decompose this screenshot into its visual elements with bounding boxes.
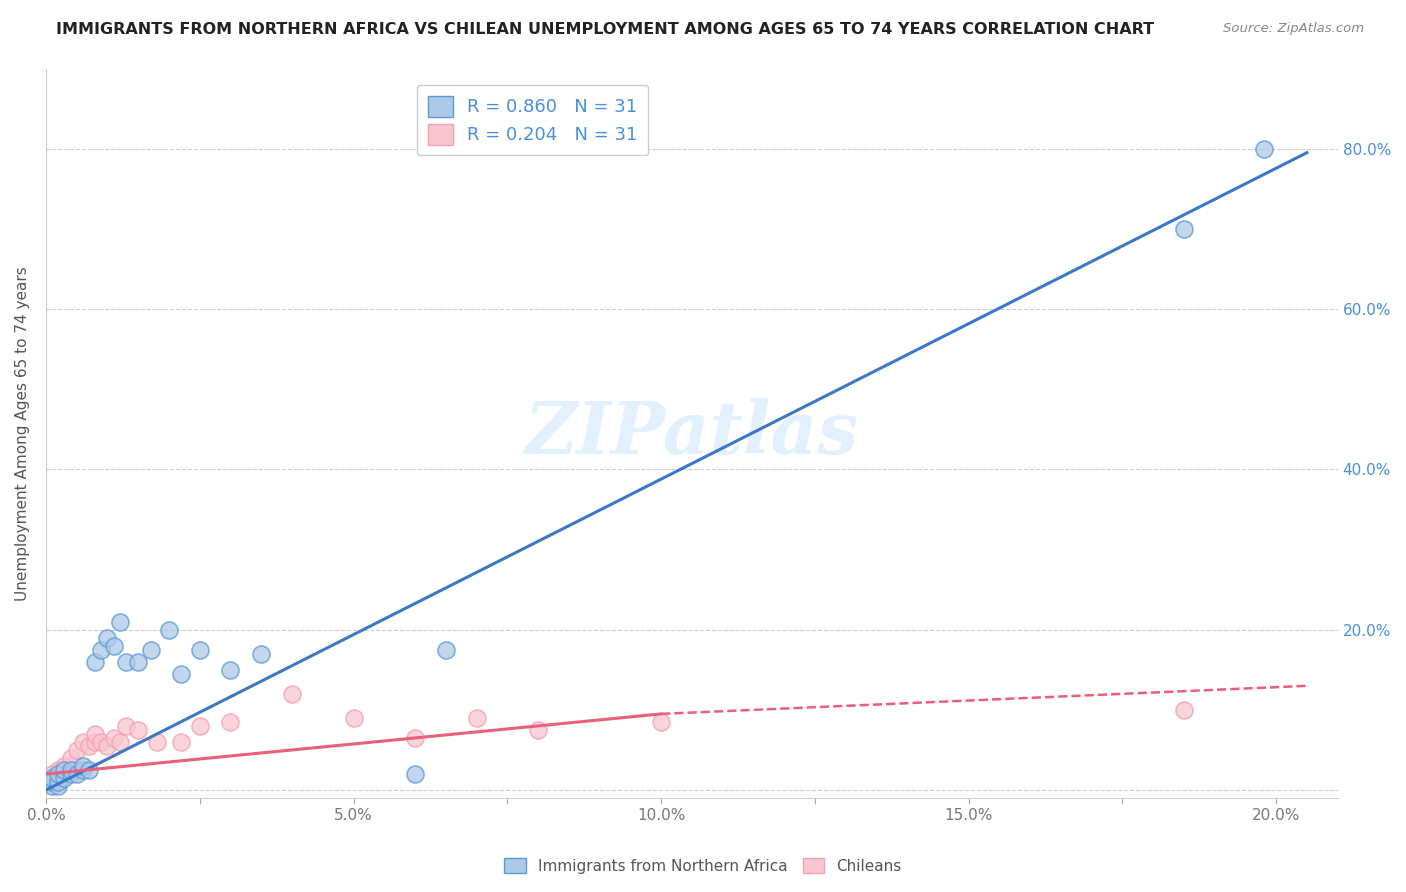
Point [103, 639, 125, 653]
Point [434, 642, 457, 657]
Point [108, 615, 131, 629]
Point [66, 763, 89, 777]
Point [115, 719, 138, 733]
Point [127, 655, 149, 669]
Point [59, 751, 82, 765]
Point [219, 714, 242, 729]
Point [53, 759, 76, 773]
Point [465, 711, 488, 725]
Point [84, 735, 107, 749]
Point [219, 663, 242, 677]
Point [1253, 142, 1275, 156]
Point [84, 727, 107, 741]
Point [72, 735, 94, 749]
Point [188, 642, 211, 657]
Point [115, 655, 138, 669]
Point [46, 763, 69, 777]
Point [53, 763, 76, 777]
Point [281, 687, 304, 701]
Point [72, 759, 94, 773]
Point [66, 767, 89, 781]
Point [1173, 222, 1195, 236]
Point [41, 775, 63, 789]
Point [1173, 703, 1195, 717]
Point [103, 731, 125, 745]
Point [41, 779, 63, 793]
Point [66, 743, 89, 757]
Point [46, 767, 69, 781]
Text: IMMIGRANTS FROM NORTHERN AFRICA VS CHILEAN UNEMPLOYMENT AMONG AGES 65 TO 74 YEAR: IMMIGRANTS FROM NORTHERN AFRICA VS CHILE… [56, 22, 1154, 37]
Text: ZIPatlas: ZIPatlas [524, 398, 859, 469]
Point [90, 642, 112, 657]
Point [84, 655, 107, 669]
Point [41, 767, 63, 781]
Legend: R = 0.860   N = 31, R = 0.204   N = 31: R = 0.860 N = 31, R = 0.204 N = 31 [416, 85, 648, 155]
Point [59, 767, 82, 781]
Point [650, 714, 672, 729]
Point [96, 739, 118, 753]
Point [342, 711, 364, 725]
Point [53, 771, 76, 785]
Point [170, 666, 193, 681]
Point [59, 759, 82, 773]
Point [77, 763, 100, 777]
Point [53, 767, 76, 781]
Point [139, 642, 162, 657]
Point [77, 739, 100, 753]
Y-axis label: Unemployment Among Ages 65 to 74 years: Unemployment Among Ages 65 to 74 years [15, 266, 30, 600]
Point [96, 631, 118, 645]
Point [157, 623, 180, 637]
Point [90, 735, 112, 749]
Point [145, 735, 167, 749]
Point [404, 731, 426, 745]
Point [108, 735, 131, 749]
Point [170, 735, 193, 749]
Point [72, 763, 94, 777]
Point [46, 771, 69, 785]
Point [250, 647, 273, 661]
Point [41, 771, 63, 785]
Point [527, 723, 550, 737]
Point [46, 779, 69, 793]
Point [127, 723, 149, 737]
Point [404, 767, 426, 781]
Text: Source: ZipAtlas.com: Source: ZipAtlas.com [1223, 22, 1364, 36]
Legend: Immigrants from Northern Africa, Chileans: Immigrants from Northern Africa, Chilean… [498, 852, 908, 880]
Point [46, 775, 69, 789]
Point [41, 775, 63, 789]
Point [59, 763, 82, 777]
Point [188, 719, 211, 733]
